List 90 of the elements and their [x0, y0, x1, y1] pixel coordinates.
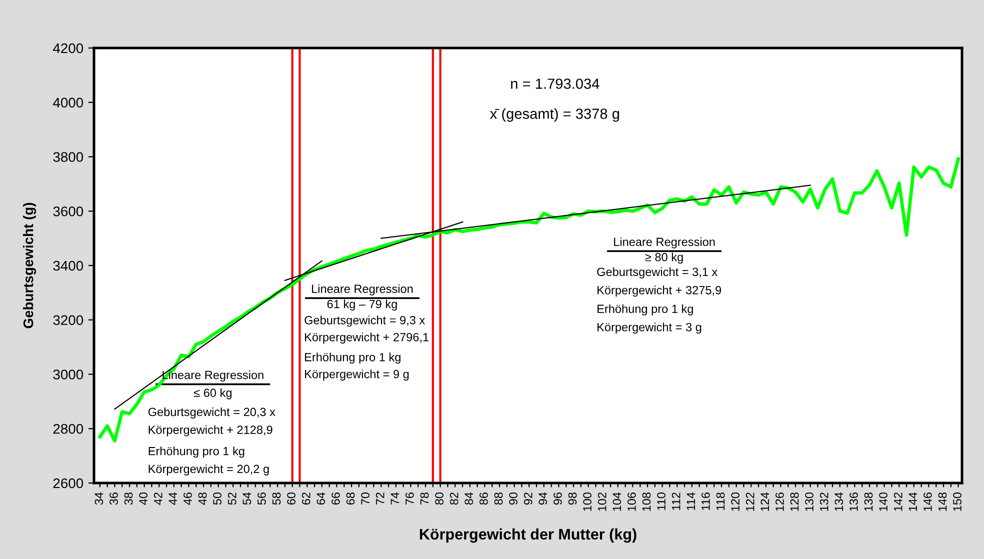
x-tick-label: 116 [702, 492, 710, 510]
x-axis-title: Körpergewicht der Mutter (kg) [420, 528, 636, 543]
x-tick-label: 148 [938, 492, 947, 511]
x-tick-label: 96 [554, 492, 562, 505]
x-tick-label: 120 [731, 492, 740, 511]
line-series [98, 157, 960, 443]
x-tick-label: 58 [272, 492, 281, 505]
x-tick-label: 76 [406, 492, 414, 505]
annotation: Geburtsgewicht = 9,3 x [304, 316, 425, 327]
y-tick-label: 2800 [53, 424, 84, 434]
x-tick-label: 36 [110, 492, 118, 505]
x-tick-label: 130 [805, 492, 814, 511]
x-tick-label: 106 [628, 492, 636, 511]
x-tick-label: 74 [390, 492, 399, 505]
y-tick-label: 3000 [53, 370, 84, 380]
annotation: n = 1.793.034 [511, 78, 600, 89]
annotation: Geburtsgewicht = 20,3 x [148, 407, 276, 418]
x-tick-label: 70 [361, 492, 370, 505]
x-tick-label: 94 [538, 492, 548, 505]
annotation: ≥ 80 kg [645, 252, 683, 264]
annotation: Erhöhung pro 1 kg [148, 446, 244, 458]
y-tick-label: 4200 [53, 43, 84, 54]
annotation: Körpergewicht + 2796,1 [305, 332, 429, 344]
annotation: Körpergewicht = 3 g [598, 322, 702, 334]
x-tick-label: 108 [642, 492, 651, 511]
annotation: Körpergewicht + 3275,9 [598, 286, 722, 297]
x-tick-label: 38 [124, 492, 133, 505]
x-tick-label: 48 [198, 492, 207, 505]
x-tick-label: 114 [686, 492, 695, 510]
x-tick-label: 50 [213, 492, 222, 505]
x-tick-label: 82 [450, 492, 458, 505]
x-tick-label: 90 [509, 492, 518, 505]
x-tick-label: 126 [776, 492, 784, 511]
x-tick-label: 118 [716, 492, 725, 510]
x-tick-label: 84 [464, 492, 474, 505]
x-tick-label: 46 [184, 492, 192, 505]
x-tick-label: 66 [332, 492, 340, 505]
x-tick-label: 100 [583, 492, 592, 511]
x-tick-label: 56 [258, 492, 266, 505]
x-tick-label: 78 [420, 492, 429, 505]
annotation: Körpergewicht = 9 g [305, 370, 409, 381]
y-tick-label: 4000 [53, 98, 84, 108]
x-tick-label: 68 [346, 492, 355, 505]
annotation: x̄ (gesamt) = 3378 g [490, 108, 620, 122]
x-tick-label: 54 [242, 492, 252, 505]
annotation: Erhöhung pro 1 kg [305, 352, 400, 364]
x-tick-label: 144 [908, 492, 917, 511]
x-tick-label: 122 [746, 492, 754, 511]
x-tick-label: 142 [894, 492, 902, 511]
annotation: Erhöhung pro 1 kg [598, 304, 693, 316]
x-tick-label: 136 [850, 492, 858, 511]
y-tick-label: 3200 [53, 315, 84, 326]
x-tick-label: 62 [302, 492, 310, 505]
annotation: Lineare Regression [312, 284, 413, 296]
x-tick-label: 40 [139, 492, 148, 505]
x-tick-label: 64 [316, 492, 326, 505]
y-tick-label: 3400 [53, 260, 84, 271]
x-tick-label: 92 [524, 492, 532, 505]
x-tick-label: 124 [760, 492, 769, 511]
y-axis-title: Geburtsgewicht (g) [23, 202, 36, 328]
annotation: ≤ 60 kg [194, 388, 232, 400]
x-tick-label: 104 [612, 492, 622, 511]
y-tick-label: 3600 [53, 206, 84, 216]
x-tick-label: 140 [879, 492, 888, 511]
annotation: Körpergewicht = 20,2 g [148, 464, 269, 476]
x-tick-label: 138 [864, 492, 873, 511]
y-tick-label: 2600 [53, 478, 84, 488]
x-tick-label: 80 [435, 492, 444, 505]
x-tick-label: 72 [376, 492, 384, 505]
x-tick-label: 34 [94, 492, 104, 505]
x-tick-label: 128 [790, 492, 799, 511]
annotation: Geburtsgewicht = 3,1 x [597, 267, 718, 278]
annotation: Körpergewicht + 2128,9 [148, 425, 272, 436]
y-tick-label: 3800 [53, 152, 84, 162]
x-tick-label: 102 [598, 492, 606, 511]
x-tick-label: 98 [568, 492, 577, 505]
x-tick-label: 44 [168, 492, 177, 505]
annotation: Lineare Regression [614, 237, 715, 248]
x-tick-label: 60 [287, 492, 296, 505]
x-tick-label: 110 [657, 492, 666, 510]
x-tick-label: 42 [154, 492, 162, 505]
x-tick-label: 52 [228, 492, 236, 505]
x-tick-label: 150 [953, 492, 962, 511]
x-tick-label: 132 [820, 492, 828, 511]
x-tick-label: 134 [834, 492, 844, 511]
x-tick-label: 146 [924, 492, 932, 511]
x-tick-label: 86 [480, 492, 488, 505]
x-tick-label: 88 [494, 492, 503, 505]
x-tick-label: 112 [672, 492, 680, 510]
annotation: 61 kg – 79 kg [327, 300, 397, 311]
